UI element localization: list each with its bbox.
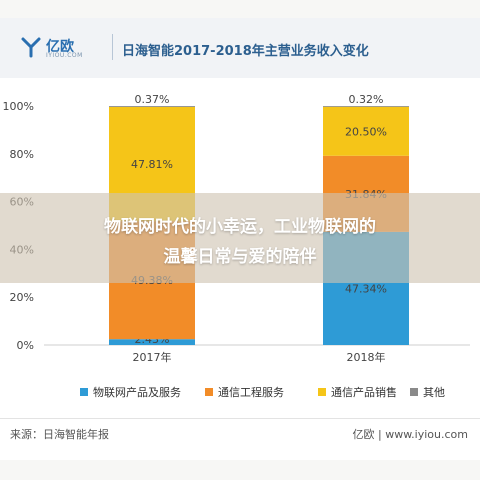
- legend-label: 通信产品销售: [331, 386, 397, 399]
- legend-swatch: [318, 388, 326, 396]
- legend-item: 物联网产品及服务: [80, 384, 181, 400]
- data-label: 47.34%: [345, 282, 387, 295]
- brand-logo-subtext: IYIOU.COM: [46, 52, 83, 59]
- source-note: 来源：日海智能年报: [10, 428, 109, 441]
- header-divider: [112, 34, 113, 60]
- data-label: 47.81%: [131, 158, 173, 171]
- headline-line-1: 物联网时代的小幸运，工业物联网的: [104, 217, 376, 237]
- legend-item: 通信工程服务: [205, 384, 284, 400]
- legend-label: 通信工程服务: [218, 386, 284, 399]
- x-tick-label: 2018年: [347, 350, 386, 364]
- bar-segment: [323, 106, 409, 107]
- legend-item: 其他: [410, 384, 445, 400]
- headline-overlay: [0, 193, 480, 283]
- chart-title: 日海智能2017-2018年主营业务收入变化: [122, 44, 369, 59]
- legend-swatch: [80, 388, 88, 396]
- y-tick-label: 100%: [3, 100, 34, 113]
- headline-line-2: 温馨日常与爱的陪伴: [163, 247, 317, 267]
- legend-label: 物联网产品及服务: [93, 386, 181, 399]
- data-label: 20.50%: [345, 125, 387, 138]
- bar-segment: [109, 339, 195, 345]
- bar-segment: [109, 106, 195, 107]
- y-tick-label: 80%: [10, 148, 34, 161]
- legend-swatch: [205, 388, 213, 396]
- x-tick-label: 2017年: [133, 350, 172, 364]
- y-tick-label: 20%: [10, 291, 34, 304]
- bar-segment: [323, 106, 409, 156]
- site-credit: 亿欧 | www.iyiou.com: [352, 428, 469, 441]
- header-bar: [0, 18, 480, 78]
- brand-logo-icon: [21, 37, 41, 58]
- chart-legend: 物联网产品及服务 通信工程服务 通信产品销售 其他: [0, 384, 480, 400]
- y-tick-label: 0%: [17, 339, 34, 352]
- data-label: 0.32%: [349, 93, 384, 106]
- legend-swatch: [410, 388, 418, 396]
- data-label: 0.37%: [135, 93, 170, 106]
- footer-divider: [0, 418, 480, 419]
- brand-logo-text: 亿欧: [46, 39, 74, 55]
- legend-item: 通信产品销售: [318, 384, 397, 400]
- legend-label: 其他: [423, 386, 445, 399]
